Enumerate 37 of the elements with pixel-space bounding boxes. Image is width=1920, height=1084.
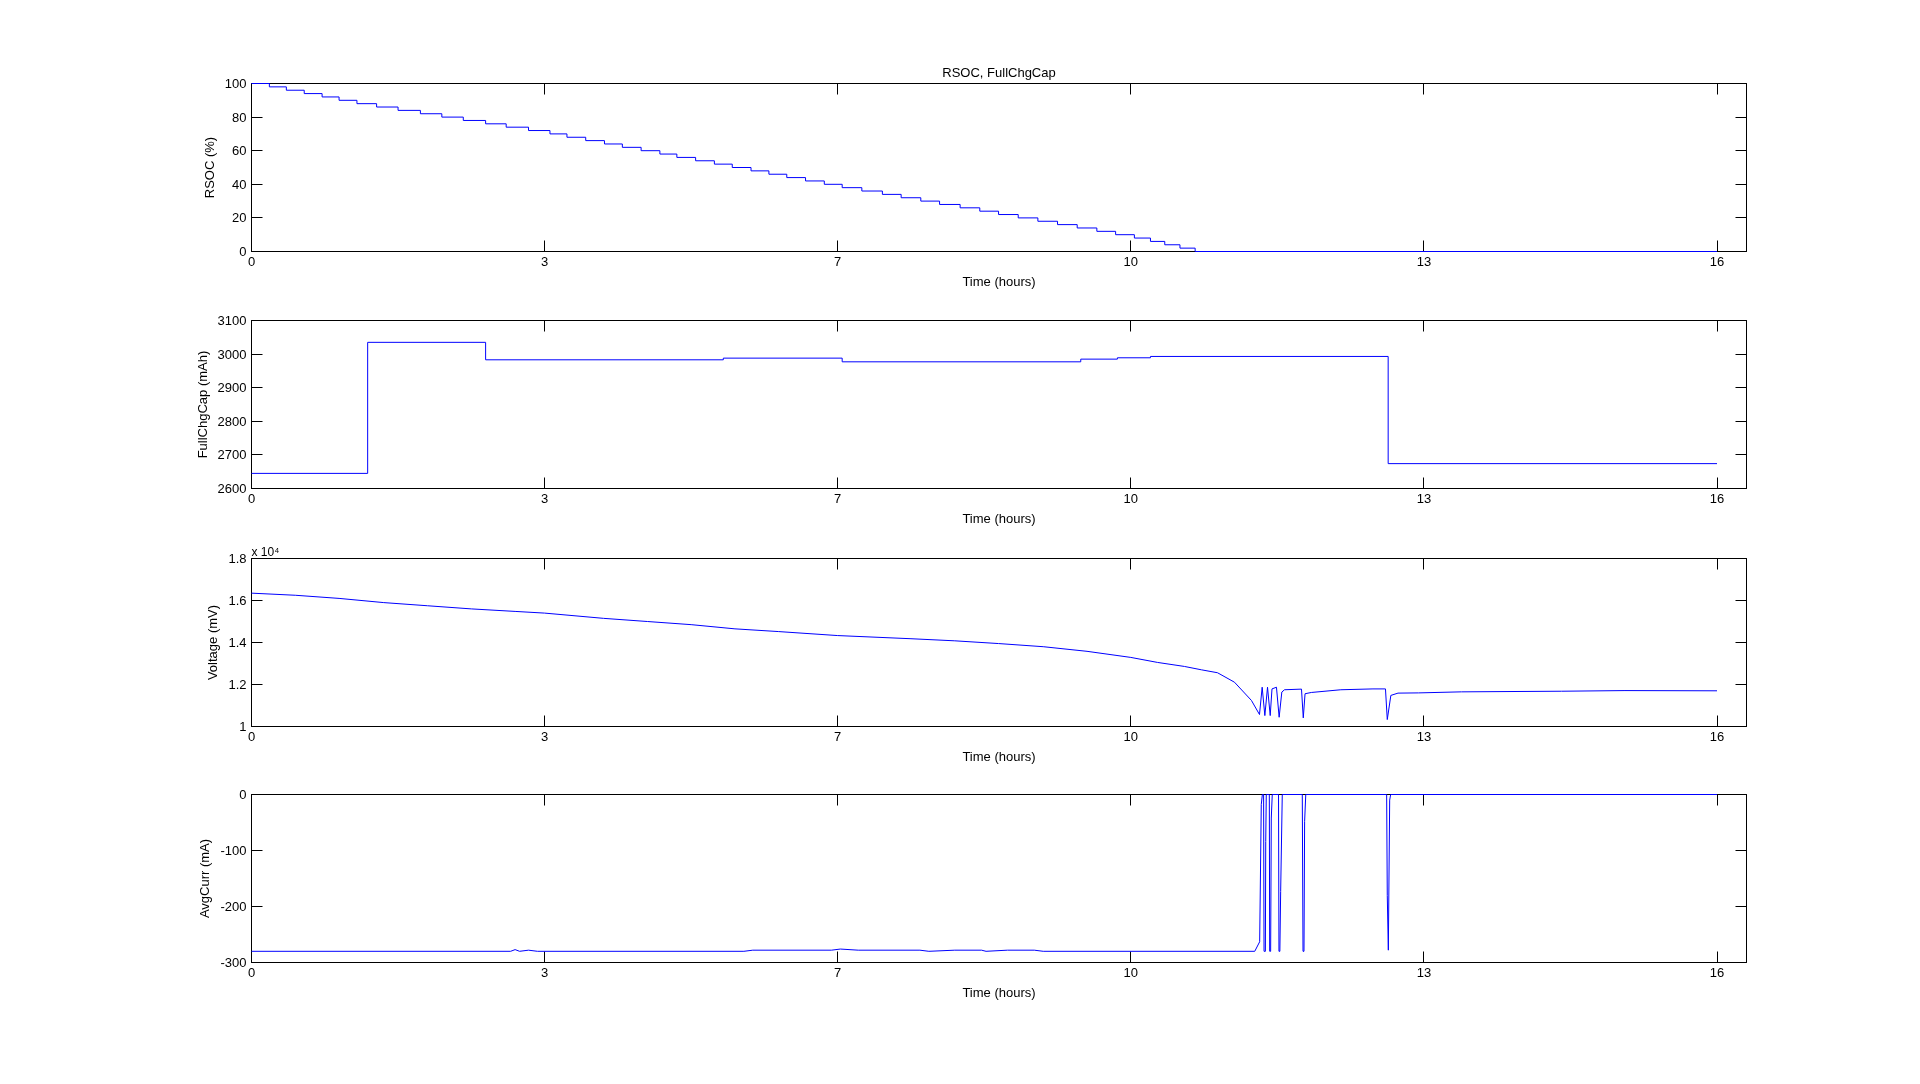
x-tick-label: 3 — [540, 964, 549, 980]
x-tick-label: 10 — [1123, 964, 1139, 980]
y-tick-label: 1 — [239, 719, 247, 734]
y-tick-label: -200 — [220, 899, 247, 914]
y-tick-label: 1.4 — [228, 635, 247, 650]
x-axis-title: Time (hours) — [962, 510, 1036, 526]
y-tick-label: 2600 — [217, 481, 247, 496]
y-tick-label: -100 — [220, 843, 247, 858]
x-tick-label: 3 — [540, 490, 549, 506]
y-tick-label: 2900 — [217, 380, 247, 396]
x-tick-label: 16 — [1709, 728, 1725, 744]
x-tick-label: 7 — [834, 728, 842, 744]
x-axis-title: Time (hours) — [962, 984, 1036, 1000]
x-tick-label: 13 — [1416, 964, 1432, 980]
y-tick-label: 3100 — [217, 313, 247, 328]
y-axis-title: Voltage (mV) — [205, 604, 221, 681]
x-axis-title: Time (hours) — [962, 748, 1036, 764]
y-axis-title: AvgCurr (mA) — [197, 838, 213, 919]
annotation: x 10⁴ — [251, 544, 280, 559]
x-tick-label: 13 — [1416, 490, 1432, 506]
x-tick-label: 10 — [1123, 728, 1139, 744]
y-tick-label: 3000 — [217, 346, 247, 362]
x-tick-label: 16 — [1709, 964, 1725, 980]
x-tick-label: 7 — [834, 490, 842, 506]
y-tick-label: 1.2 — [228, 677, 247, 692]
y-tick-label: 2700 — [217, 447, 247, 463]
y-tick-label: 0 — [239, 787, 247, 802]
x-tick-label: 7 — [834, 964, 842, 980]
x-tick-label: 16 — [1709, 490, 1725, 506]
y-tick-label: -300 — [220, 955, 247, 970]
y-tick-label: 2800 — [217, 413, 247, 429]
x-tick-label: 13 — [1416, 728, 1432, 744]
x-tick-label: 3 — [540, 728, 549, 744]
y-tick-label: 1.6 — [228, 593, 247, 608]
x-tick-label: 10 — [1123, 490, 1139, 506]
y-tick-label: 1.8 — [228, 551, 247, 566]
y-axis-title: FullChgCap (mAh) — [194, 350, 210, 459]
